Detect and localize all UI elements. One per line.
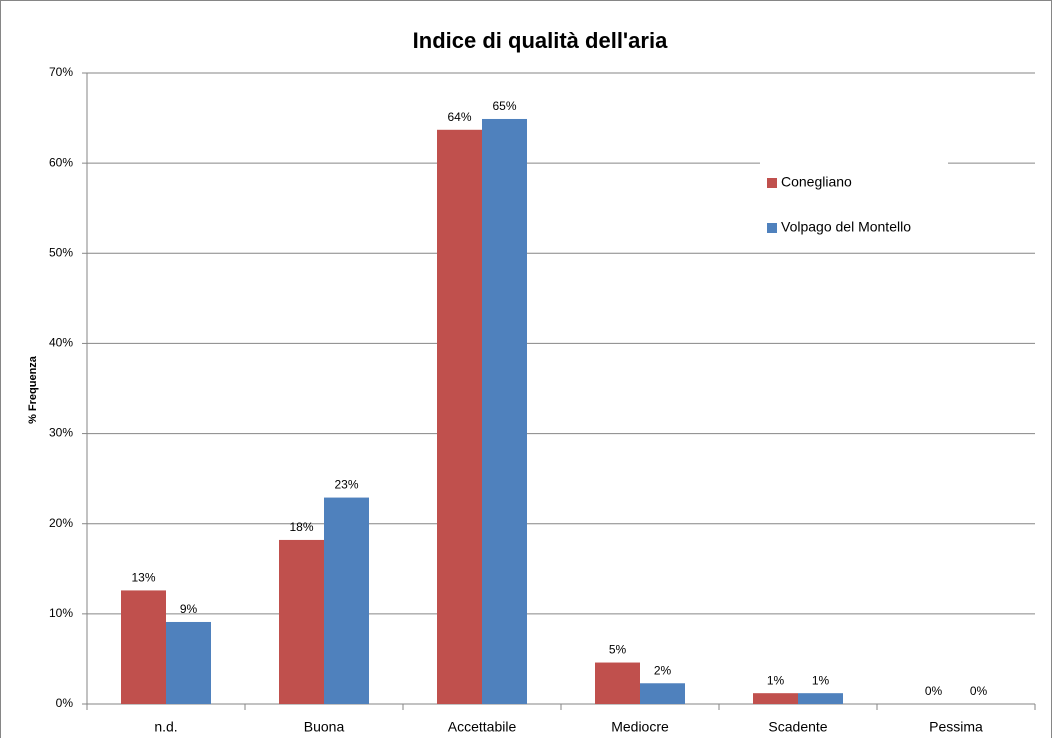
legend-label: Volpago del Montello (781, 219, 911, 235)
data-label: 65% (492, 99, 516, 113)
y-tick-label: 60% (49, 155, 73, 169)
data-label: 0% (970, 684, 988, 698)
x-tick-label: Scadente (768, 719, 827, 735)
legend-swatch (767, 223, 777, 233)
data-label: 2% (654, 663, 672, 677)
y-tick-label: 50% (49, 245, 73, 259)
bar (798, 693, 843, 704)
y-tick-label: 0% (56, 696, 74, 710)
bar (437, 129, 482, 705)
bar (640, 683, 685, 704)
data-label: 1% (812, 673, 830, 687)
legend-swatch (767, 178, 777, 188)
data-label: 5% (609, 643, 627, 657)
data-label: 64% (447, 110, 471, 124)
bar (324, 497, 369, 704)
x-tick-label: Pessima (929, 719, 983, 735)
x-tick-label: Accettabile (448, 719, 517, 735)
bar (482, 118, 527, 705)
data-label: 0% (925, 684, 943, 698)
legend-box (760, 160, 948, 250)
data-label: 9% (180, 602, 198, 616)
data-label: 1% (767, 673, 785, 687)
bar (166, 621, 211, 704)
y-axis-label: % Frequenza (27, 355, 39, 424)
bar (753, 693, 798, 704)
data-label: 23% (334, 478, 358, 492)
bar (279, 539, 324, 704)
data-label: 18% (289, 520, 313, 534)
bar (595, 662, 640, 704)
y-tick-label: 40% (49, 336, 73, 350)
y-tick-label: 30% (49, 426, 73, 440)
bar (121, 590, 166, 704)
y-tick-label: 10% (49, 606, 73, 620)
data-label: 13% (131, 571, 155, 585)
y-tick-label: 20% (49, 516, 73, 530)
y-tick-label: 70% (49, 65, 73, 79)
legend-label: Conegliano (781, 174, 852, 190)
x-tick-label: n.d. (154, 719, 177, 735)
x-tick-label: Mediocre (611, 719, 669, 735)
x-tick-label: Buona (304, 719, 345, 735)
chart-title: Indice di qualità dell'aria (413, 28, 668, 53)
